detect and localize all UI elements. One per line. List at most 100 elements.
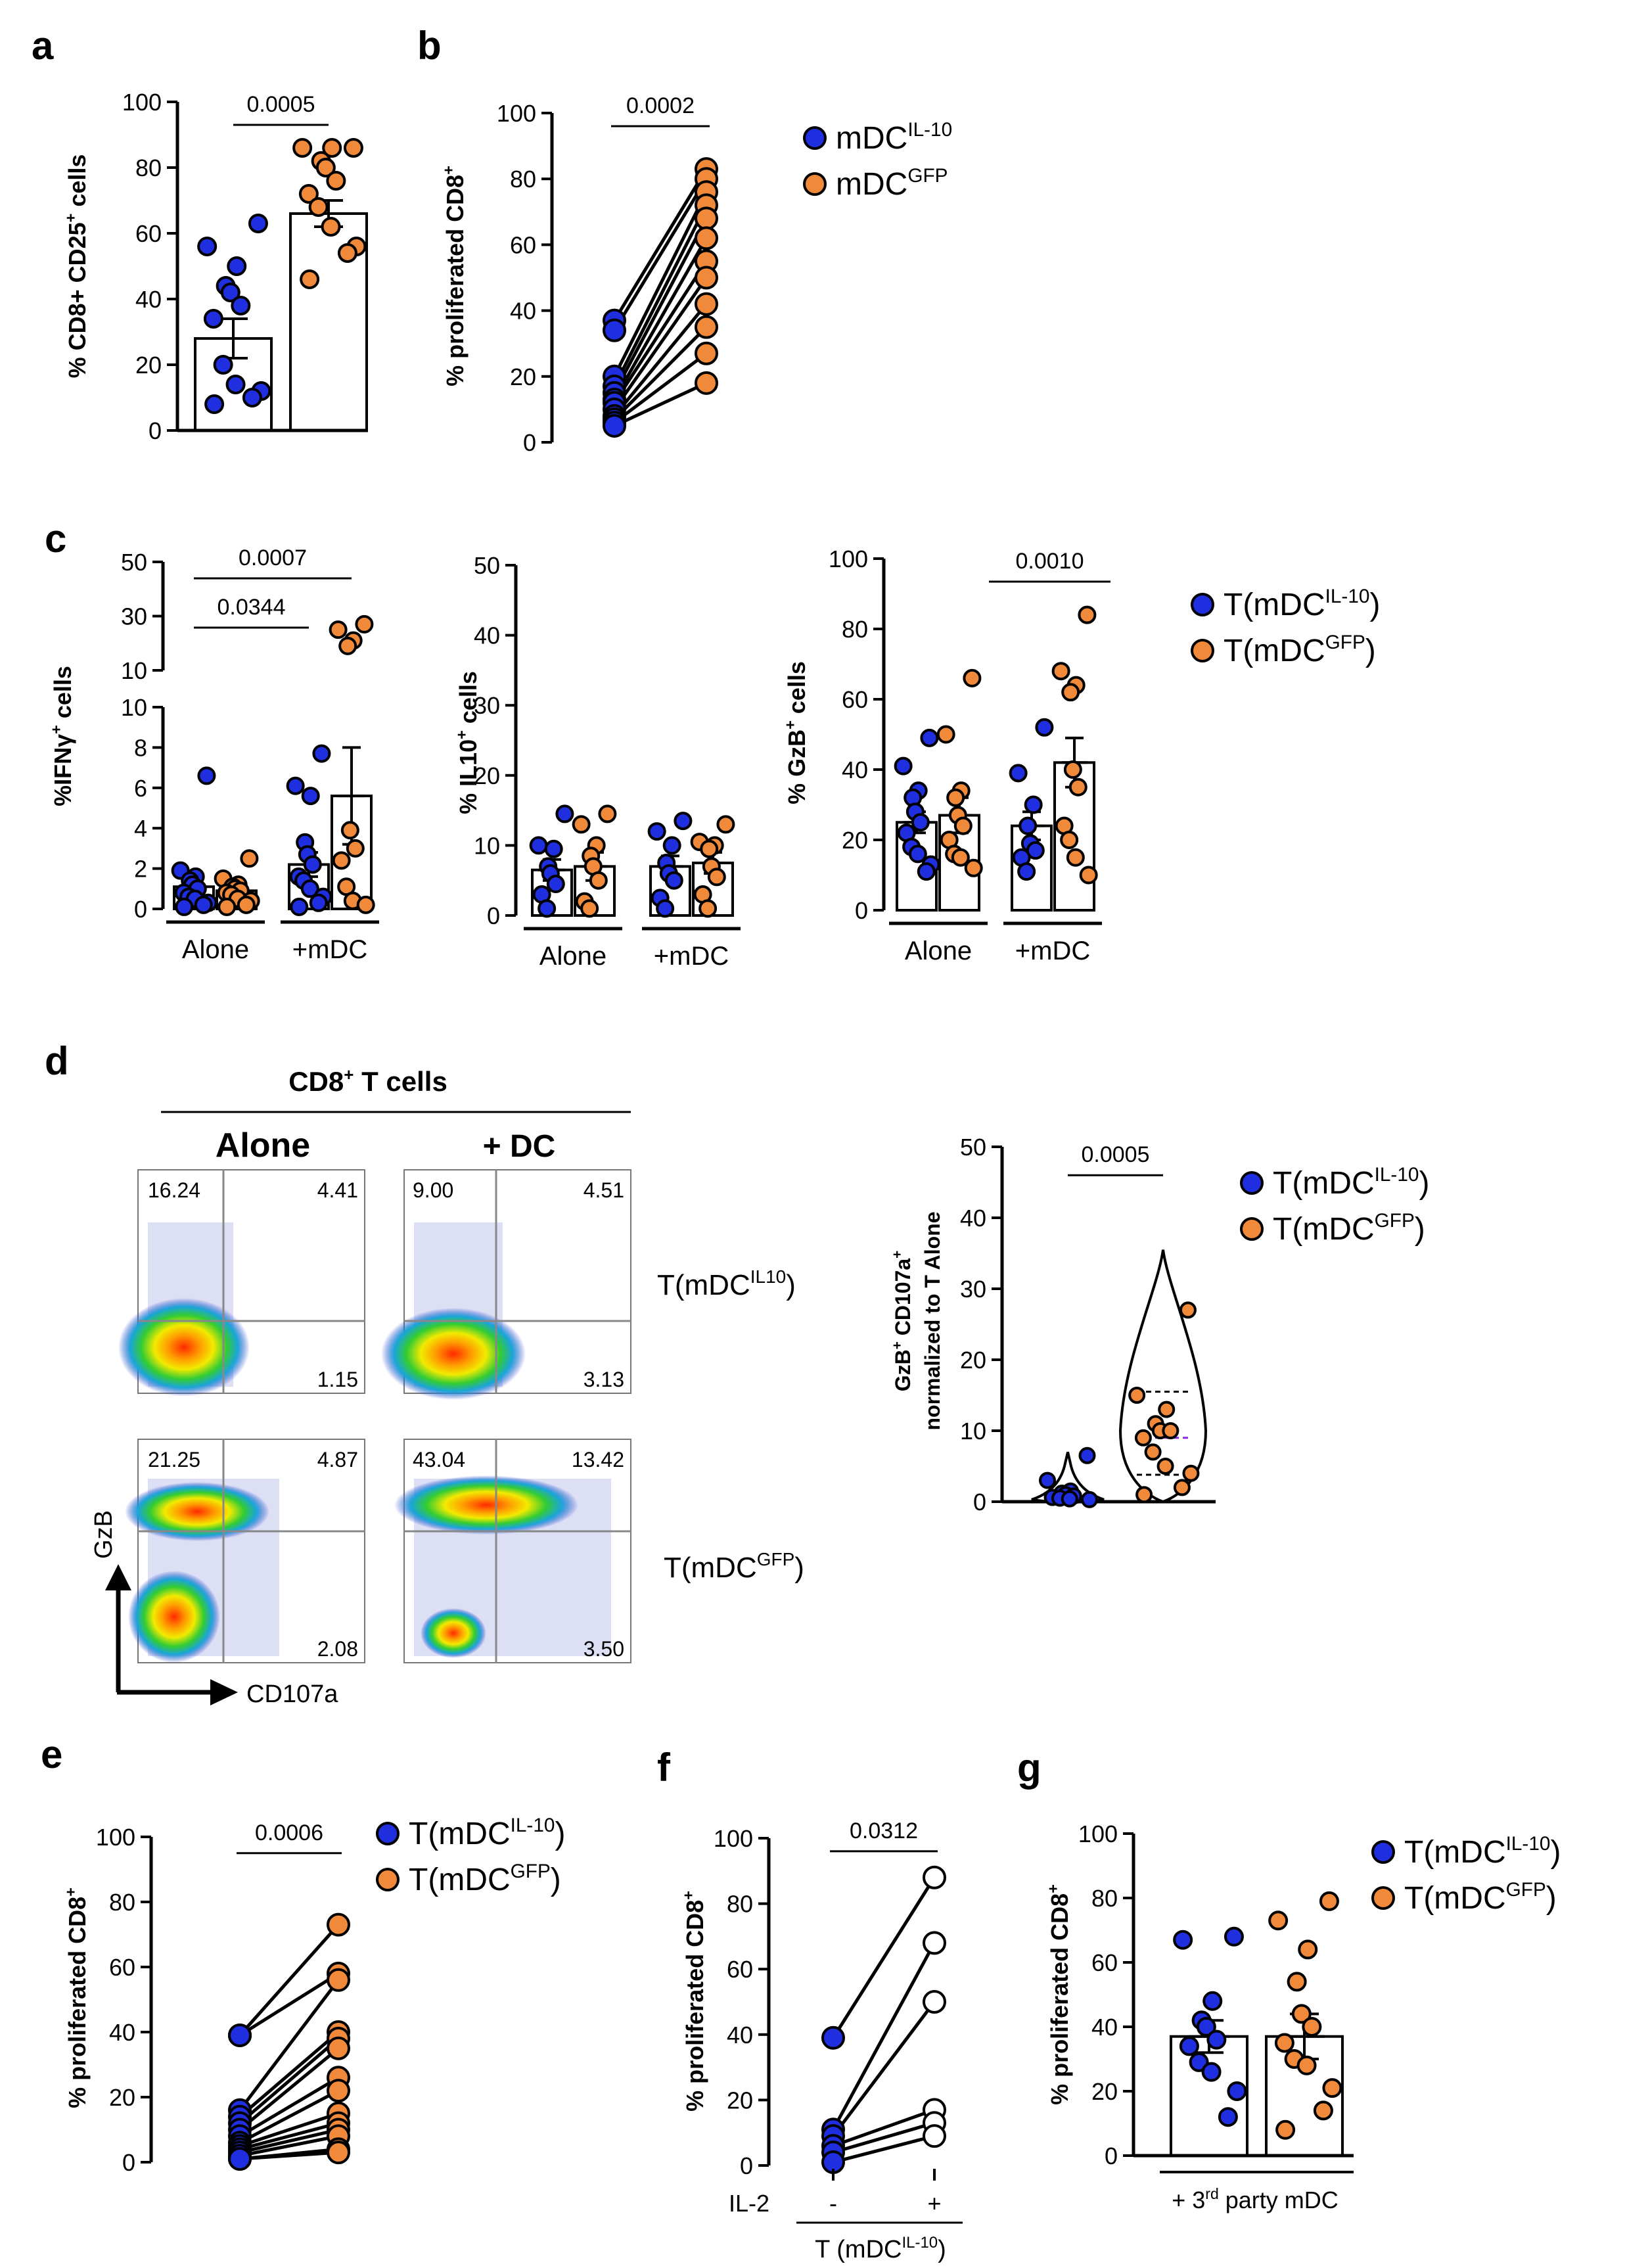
c1-point [194, 895, 213, 914]
g-point [1202, 1991, 1223, 2011]
flow-r2c1-tl: 21.25 [148, 1448, 200, 1471]
c3-y-tick-label: 80 [842, 616, 868, 643]
b-pair-line [612, 204, 708, 387]
a-point [337, 243, 357, 263]
e-pair-line [239, 2089, 340, 2144]
c3-legend-marker [1191, 639, 1214, 662]
c3-y-tick-label: 20 [842, 827, 868, 854]
e-pair-line [239, 2037, 340, 2125]
c2-point [647, 822, 666, 841]
dv-y-tick-label: 20 [960, 1347, 986, 1374]
a-y-tick-label: 80 [135, 154, 162, 181]
flow-plot-r2c1: 21.25 4.87 2.08 [125, 1439, 365, 1663]
flow-axis-arrows [105, 1564, 238, 1705]
a-y-label-part: % CD8+ CD25 [64, 222, 91, 378]
dv-point [1039, 1471, 1057, 1489]
f-pair-line [833, 2134, 935, 2164]
dv-point [1173, 1479, 1191, 1496]
f-point-after [923, 1990, 946, 2014]
b-pair-line [613, 302, 708, 417]
a-point [220, 283, 240, 302]
g-point [1298, 1939, 1318, 1960]
c1-point [237, 895, 256, 914]
b-y-tick-label: 20 [510, 363, 536, 390]
g-group-label-part: party mDC [1219, 2187, 1339, 2213]
b-point-before [603, 318, 626, 342]
c3-point [951, 848, 970, 867]
c3-point [946, 788, 965, 807]
f-pair-line [831, 1942, 936, 2131]
flow-r1c2-tr: 4.51 [584, 1178, 624, 1202]
c1-point [346, 839, 365, 858]
c3-legend-label-part: ) [1369, 588, 1380, 622]
c3-group-label: Alone [905, 937, 972, 965]
e-legend-label-sup: GFP [511, 1861, 551, 1882]
b-point-after [695, 371, 718, 395]
c3-point [1061, 683, 1080, 702]
e-pair-line [239, 2047, 340, 2131]
dv-y-label-1-part: + [890, 1251, 905, 1259]
panel-a: 0 20 40 60 80 100 % CD8+ CD25+ cells 0.0005 [62, 89, 368, 444]
c3-point [1066, 848, 1085, 867]
f-pvalue-label: 0.0312 [850, 1818, 918, 1843]
dv-y-label-1-part: GzB [891, 1349, 915, 1391]
b-y-tick-label: 80 [510, 166, 536, 193]
dv-point [1134, 1429, 1152, 1446]
dv-legend-label-sup: GFP [1375, 1210, 1415, 1232]
c1-point [303, 855, 322, 874]
f-point-after [923, 2124, 946, 2148]
c2-y-tick-label: 20 [474, 762, 500, 789]
b-pair-line [612, 237, 708, 401]
f-y-label: % proliferated CD8+ [680, 1891, 708, 2112]
e-pair-line [239, 2112, 339, 2148]
a-y-tick-label: 20 [135, 352, 162, 379]
flow-r1c1-tr: 4.41 [317, 1178, 358, 1202]
panel-letter-b: b [417, 24, 442, 68]
c3-point [894, 756, 913, 775]
c1-point [312, 744, 331, 763]
c1-point [175, 897, 194, 916]
c3-legend-marker [1191, 593, 1214, 616]
g-y-tick-label: 20 [1091, 2078, 1118, 2105]
f-group-label-part: T (mDC [815, 2236, 902, 2263]
c2-y-tick-label: 40 [474, 622, 500, 649]
a-point [298, 184, 319, 204]
dv-point [1162, 1422, 1179, 1439]
e-point-after [327, 2141, 350, 2165]
e-legend-marker [376, 1868, 400, 1891]
e-pair-line [239, 2076, 340, 2138]
a-y-tick-label: 0 [149, 417, 162, 444]
c2-y-label-part: % IL10 [455, 739, 482, 814]
c3-point [917, 862, 936, 881]
c3-point [1060, 831, 1079, 849]
c3-point [1078, 605, 1097, 624]
f-pair-line [832, 2001, 936, 2137]
c2-y-label: % IL10+ cells [453, 671, 482, 814]
b-legend-marker [803, 126, 827, 150]
flow-col-dc: + DC [483, 1129, 556, 1164]
a-point [292, 138, 313, 158]
c1-point [309, 893, 328, 912]
g-legend-label-part: ) [1550, 1835, 1561, 1870]
f-y-tick-label: 20 [727, 2087, 753, 2114]
e-legend-label-part: ) [555, 1817, 565, 1851]
e-legend-label-part: ) [551, 1863, 561, 1897]
g-y-tick-label: 0 [1105, 2142, 1118, 2169]
c3-y-label: % GzB+ cells [782, 661, 810, 804]
e-legend-label-sup: IL-10 [511, 1815, 555, 1836]
b-point-after [695, 341, 718, 365]
dv-legend-label-part: ) [1419, 1166, 1429, 1201]
a-y-label-part: cells [64, 154, 91, 214]
a-y-label-part: + [62, 214, 80, 223]
e-point-before [228, 2023, 252, 2047]
g-point [1313, 2100, 1333, 2121]
c1-y-tick-label: 10 [121, 694, 147, 721]
c1-y-tick-label: 4 [134, 815, 147, 842]
b-point-after [695, 206, 718, 231]
c3-point [1051, 662, 1070, 681]
dv-legend-label-part: ) [1415, 1212, 1425, 1247]
b-pair-line [612, 168, 708, 321]
c3-point [920, 728, 939, 747]
c1-y-label-part: + [48, 725, 65, 734]
c3-legend-label-part: ) [1365, 634, 1376, 668]
